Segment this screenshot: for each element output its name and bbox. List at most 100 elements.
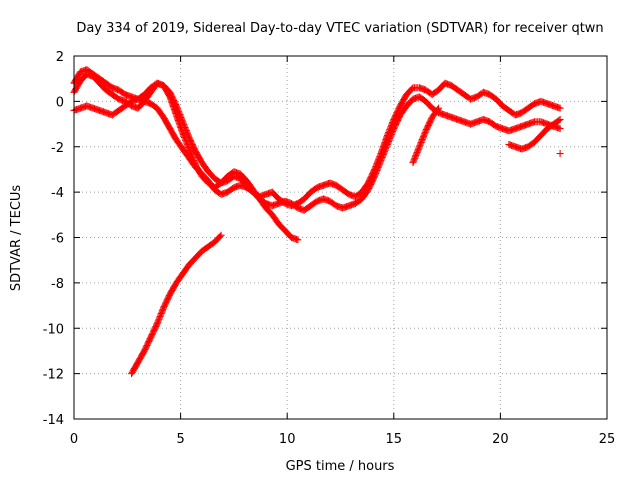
x-tick-labels: 0 5 10 15 20 25 [70,432,615,447]
data-point [175,108,183,116]
data-point [379,151,387,159]
x-axis-label: GPS time / hours [286,459,395,474]
data-point [556,104,564,112]
y-tick-label: -2 [51,141,64,156]
data-point [372,168,380,176]
data-point [154,318,162,326]
y-tick-label: 0 [56,95,64,110]
data-point [157,311,165,319]
y-tick-label: -12 [43,368,64,383]
data-point [385,136,393,144]
data-point [183,128,191,136]
data-point [155,315,163,323]
series-track-c [70,93,564,214]
data-point [382,145,390,153]
data-point [380,149,388,157]
data-point [415,144,423,152]
data-point [418,137,426,145]
x-tick-label: 0 [70,432,78,447]
data-point [184,131,192,139]
data-point [414,146,422,154]
data-point [158,308,166,316]
data-point [380,148,388,156]
y-tick-label: -8 [51,277,64,292]
data-point [155,314,163,322]
data-point [153,320,161,328]
series-track-f [409,104,443,167]
data-point [182,125,190,133]
chart-title: Day 334 of 2019, Sidereal Day-to-day VTE… [76,21,603,36]
series-track-d [128,231,225,378]
data-point [387,132,395,140]
data-point [386,133,394,141]
data-point [376,158,384,166]
data-point [409,159,417,167]
data-point [386,135,394,143]
data-point [181,124,189,132]
data-point [217,231,225,239]
data-point [387,130,395,138]
data-point [383,140,391,148]
data-point [411,153,419,161]
y-tick-label: 2 [56,50,64,65]
data-point [172,102,180,110]
data-point [182,126,190,134]
data-point [177,113,185,121]
x-tick-label: 20 [492,432,509,447]
data-point [173,103,181,111]
data-point [556,125,564,133]
data-point [180,122,188,130]
data-point [179,119,187,127]
y-tick-label: -10 [43,322,64,337]
x-tick-label: 5 [176,432,184,447]
data-point [411,154,419,162]
data-point [381,146,389,154]
data-point [175,109,183,117]
data-point [372,169,380,177]
x-tick-label: 25 [599,432,616,447]
data-point [374,164,382,172]
data-point [418,136,426,144]
data-point [420,131,428,139]
data-point [178,115,186,123]
data-point [382,143,390,151]
data-point [176,112,184,120]
data-point [371,172,379,180]
data-point [173,105,181,113]
y-tick-label: -6 [51,232,64,247]
x-tick-label: 15 [386,432,403,447]
data-point [158,307,166,315]
data-point [413,149,421,157]
data-point [410,157,418,165]
data-point [378,153,386,161]
data-point [154,317,162,325]
data-point [373,166,381,174]
data-point [156,312,164,320]
data-point [378,155,386,163]
data-point [417,140,425,148]
data-point [388,129,396,137]
data-point [389,127,397,135]
data-points [70,66,564,378]
data-point [374,165,382,173]
data-point [435,104,443,112]
y-tick-label: -14 [43,413,64,428]
data-point [157,310,165,318]
data-point [419,134,427,142]
data-point [375,162,383,170]
y-axis-label: SDTVAR / TECUs [9,185,24,292]
data-point [383,142,391,150]
y-tick-labels: -14 -12 -10 -8 -6 -4 -2 0 2 [43,50,64,428]
data-point [556,116,564,124]
data-point [384,139,392,147]
series-track-e [505,116,564,153]
data-point [434,105,442,113]
axis-ticks [73,55,608,420]
data-point [178,116,186,124]
data-point [555,116,563,124]
data-point [377,156,385,164]
data-point [376,159,384,167]
data-point [416,141,424,149]
data-point [379,152,387,160]
